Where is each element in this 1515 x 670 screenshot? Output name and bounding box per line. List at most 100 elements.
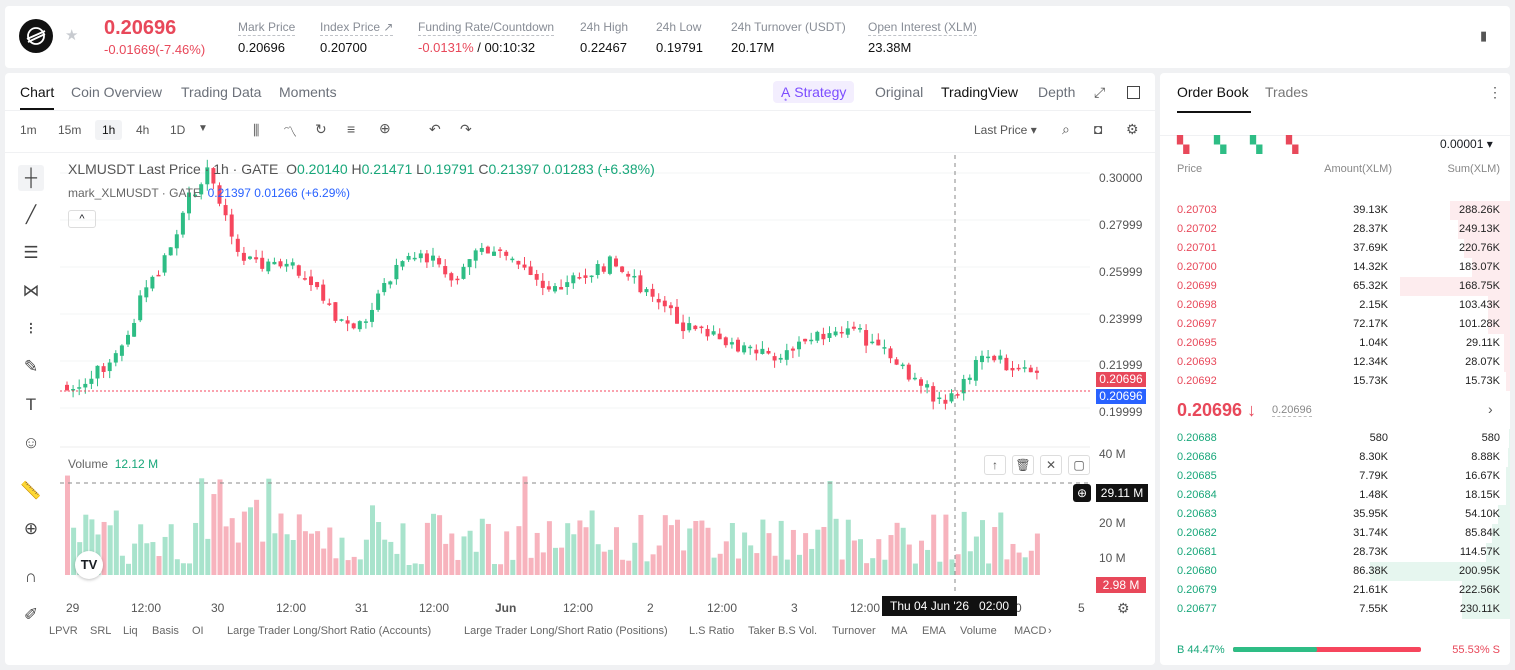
tab-moments[interactable]: Moments bbox=[279, 84, 337, 100]
ask-row[interactable]: 0.20702 28.37K 249.13K bbox=[1160, 220, 1510, 239]
undo-icon[interactable]: ↶ bbox=[429, 121, 441, 137]
search-icon[interactable]: ⌕ bbox=[1062, 121, 1070, 137]
tab-coin-overview[interactable]: Coin Overview bbox=[71, 84, 163, 100]
timeframe-1m[interactable]: 1m bbox=[20, 123, 37, 137]
bid-row[interactable]: 0.20684 1.48K 18.15K bbox=[1160, 486, 1510, 505]
view-both-icon[interactable]: ▚ bbox=[1177, 137, 1190, 154]
tab-chart[interactable]: Chart bbox=[20, 84, 55, 110]
bid-row[interactable]: 0.20686 8.30K 8.88K bbox=[1160, 448, 1510, 467]
bid-row[interactable]: 0.20688 580 580 bbox=[1160, 429, 1510, 448]
indicator-oi[interactable]: OI bbox=[192, 625, 204, 637]
ask-row[interactable]: 0.20701 37.69K 220.76K bbox=[1160, 239, 1510, 258]
book-icon[interactable]: ▮ bbox=[1480, 28, 1488, 43]
timeframe-15m[interactable]: 15m bbox=[58, 123, 82, 137]
indicator-srl[interactable]: SRL bbox=[90, 625, 112, 637]
volume-bar bbox=[107, 525, 113, 575]
chevron-right-icon[interactable]: › bbox=[1488, 401, 1493, 417]
strategy-button[interactable]: A͙ Strategy bbox=[773, 81, 855, 103]
ask-row[interactable]: 0.20697 72.17K 101.28K bbox=[1160, 315, 1510, 334]
crosshair-icon[interactable]: ┼ bbox=[18, 165, 44, 191]
fullscreen-icon[interactable] bbox=[1127, 86, 1140, 99]
gear-icon[interactable]: ⚙ bbox=[1126, 121, 1139, 137]
camera-icon[interactable]: ◘ bbox=[1094, 121, 1103, 137]
templates-icon[interactable]: ≡ bbox=[347, 121, 356, 137]
bid-row[interactable]: 0.20683 35.95K 54.10K bbox=[1160, 505, 1510, 524]
indicator-basis[interactable]: Basis bbox=[152, 625, 179, 637]
zoom-in-icon[interactable]: ⊕ bbox=[23, 519, 39, 538]
ask-row[interactable]: 0.20693 12.34K 28.07K bbox=[1160, 353, 1510, 372]
bid-row[interactable]: 0.20679 21.61K 222.56K bbox=[1160, 581, 1510, 600]
volume-bar bbox=[998, 512, 1004, 575]
ask-row[interactable]: 0.20695 1.04K 29.11K bbox=[1160, 334, 1510, 353]
indicator-ls-positions[interactable]: Large Trader Long/Short Ratio (Positions… bbox=[464, 625, 668, 637]
timeframe-4h[interactable]: 4h bbox=[136, 123, 150, 137]
price-chart[interactable] bbox=[60, 155, 1090, 595]
replay-icon[interactable]: ↻ bbox=[315, 121, 327, 137]
tab-order-book[interactable]: Order Book bbox=[1177, 84, 1249, 100]
tab-tradingview[interactable]: TradingView bbox=[941, 84, 1019, 100]
pattern-icon[interactable]: ⋈ bbox=[22, 281, 40, 300]
ask-row[interactable]: 0.20698 2.15K 103.43K bbox=[1160, 296, 1510, 315]
emoji-icon[interactable]: ☺ bbox=[22, 433, 40, 452]
tab-trading-data[interactable]: Trading Data bbox=[181, 84, 262, 100]
indicator-liq[interactable]: Liq bbox=[123, 625, 138, 637]
ask-row[interactable]: 0.20700 14.32K 183.07K bbox=[1160, 258, 1510, 277]
indicator-turnover[interactable]: Turnover bbox=[832, 625, 876, 637]
maximize-pane-icon[interactable]: ▢ bbox=[1068, 455, 1090, 475]
candle-type-icon[interactable]: ⫼ bbox=[253, 122, 260, 138]
indicator-taker-vol[interactable]: Taker B.S Vol. bbox=[748, 625, 818, 637]
bid-row[interactable]: 0.20685 7.79K 16.67K bbox=[1160, 467, 1510, 486]
text-tool-icon[interactable]: T bbox=[25, 395, 37, 414]
timeframe-dropdown-icon[interactable]: ▼ bbox=[198, 123, 208, 134]
scroll-right-icon[interactable]: › bbox=[1048, 625, 1052, 637]
timeframe-1h[interactable]: 1h bbox=[95, 120, 123, 140]
magnet-icon[interactable]: ∩ bbox=[24, 567, 38, 586]
view-bids-icon[interactable]: ▚ bbox=[1214, 137, 1227, 154]
more-icon[interactable]: ⋮ bbox=[1488, 84, 1502, 100]
fib-icon[interactable]: ⁝ bbox=[28, 319, 34, 338]
view-trades-icon[interactable]: ▚ bbox=[1250, 137, 1263, 154]
add-indicator-icon[interactable]: ⊕ bbox=[379, 120, 391, 136]
ask-row[interactable]: 0.20703 39.13K 288.26K bbox=[1160, 201, 1510, 220]
cell-s: 85.84K bbox=[1465, 527, 1500, 539]
ruler-icon[interactable]: 📏 bbox=[20, 481, 42, 500]
view-asks-icon[interactable]: ▚ bbox=[1286, 137, 1299, 154]
brush-icon[interactable]: ✎ bbox=[23, 357, 39, 376]
candle-body bbox=[681, 322, 686, 332]
tab-depth[interactable]: Depth bbox=[1038, 84, 1076, 100]
collapse-legend-button[interactable]: ^ bbox=[68, 210, 96, 228]
bid-row[interactable]: 0.20677 7.55K 230.11K bbox=[1160, 600, 1510, 619]
indicator-ls-ratio[interactable]: L.S Ratio bbox=[689, 625, 735, 637]
ask-row[interactable]: 0.20699 65.32K 168.75K bbox=[1160, 277, 1510, 296]
indicator-macd[interactable]: MACD bbox=[1014, 625, 1047, 637]
depth-bar bbox=[1400, 277, 1510, 296]
ask-row[interactable]: 0.20692 15.73K 15.73K bbox=[1160, 372, 1510, 391]
bid-row[interactable]: 0.20681 28.73K 114.57K bbox=[1160, 543, 1510, 562]
trend-line-icon[interactable]: ╱ bbox=[25, 205, 37, 224]
tab-original[interactable]: Original bbox=[875, 84, 924, 100]
precision-select[interactable]: 0.00001 ▾ bbox=[1440, 137, 1493, 151]
indicator-ma[interactable]: MA bbox=[891, 625, 908, 637]
redo-icon[interactable]: ↷ bbox=[460, 121, 472, 137]
favorite-star-icon[interactable]: ★ bbox=[65, 27, 79, 44]
horizontal-lines-icon[interactable]: ☰ bbox=[23, 243, 39, 262]
settings-small-icon[interactable]: ⚙ bbox=[1117, 600, 1130, 616]
indicator-ls-accounts[interactable]: Large Trader Long/Short Ratio (Accounts) bbox=[227, 625, 432, 637]
indicator-volume[interactable]: Volume bbox=[960, 625, 997, 637]
move-up-icon[interactable]: ↑ bbox=[984, 455, 1006, 475]
tab-trades[interactable]: Trades bbox=[1265, 84, 1309, 100]
trash-icon[interactable]: 🗑 bbox=[1012, 455, 1034, 475]
bid-row[interactable]: 0.20682 31.74K 85.84K bbox=[1160, 524, 1510, 543]
expand-icon[interactable]: ⤢ bbox=[1094, 84, 1106, 100]
indicator-lpvr[interactable]: LPVR bbox=[49, 625, 78, 637]
collapse-pane-icon[interactable]: ✕ bbox=[1040, 455, 1062, 475]
price-type-select[interactable]: Last Price ▾ bbox=[974, 123, 1037, 137]
stat-index-price[interactable]: Index Price ↗ 0.20700 bbox=[320, 20, 394, 55]
pencil-lock-icon[interactable]: ✐ bbox=[23, 605, 39, 624]
indicators-icon[interactable]: 〽 bbox=[283, 124, 297, 140]
timeframe-1d[interactable]: 1D bbox=[170, 123, 186, 137]
add-alert-icon[interactable]: ⊕ bbox=[1073, 484, 1091, 502]
indicator-ema[interactable]: EMA bbox=[922, 625, 946, 637]
volume-bar bbox=[138, 524, 144, 575]
bid-row[interactable]: 0.20680 86.38K 200.95K bbox=[1160, 562, 1510, 581]
